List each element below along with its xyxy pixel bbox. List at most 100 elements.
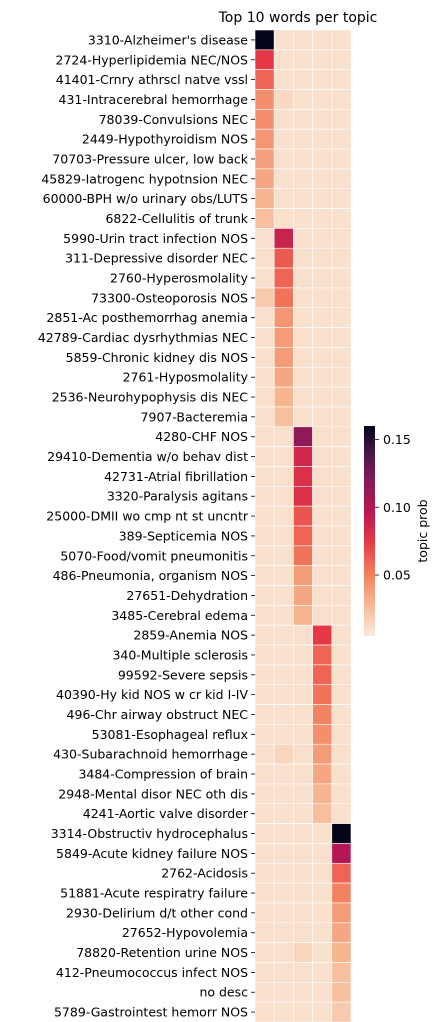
heatmap-cell <box>293 109 313 130</box>
chart-title: Top 10 words per topic <box>218 10 378 26</box>
heatmap-cell <box>254 704 275 725</box>
row-label: no desc <box>199 985 248 1000</box>
heatmap-cell <box>254 982 275 1003</box>
heatmap-cell <box>273 743 294 765</box>
row-label: 4280-CHF NOS <box>155 429 248 444</box>
heatmap-cell <box>273 942 294 963</box>
heatmap-cell <box>254 644 275 666</box>
heatmap-cell <box>273 89 294 110</box>
heatmap-cell <box>293 942 313 963</box>
heatmap-cell <box>312 525 333 547</box>
heatmap-cell <box>331 763 352 785</box>
heatmap-cell <box>312 644 333 666</box>
row-label: 3310-Alzheimer's disease <box>88 32 248 47</box>
row-label: 2859-Anemia NOS <box>133 628 248 643</box>
heatmap-cell <box>293 89 313 110</box>
heatmap-cell <box>273 505 294 527</box>
row-label: 496-Chr airway obstruct NEC <box>67 707 249 722</box>
heatmap-cell <box>273 783 294 805</box>
heatmap-cell <box>331 247 352 269</box>
heatmap-cell <box>273 605 294 626</box>
row-label: 25000-DMII wo cmp nt st uncntr <box>46 509 249 524</box>
row-label: 5789-Gastrointest hemorr NOS <box>54 1005 248 1020</box>
heatmap-cell <box>293 664 313 686</box>
heatmap-cell <box>312 49 333 70</box>
heatmap-cell <box>331 505 352 527</box>
heatmap-cell <box>273 486 294 507</box>
heatmap-cell <box>312 684 333 705</box>
row-label: 78820-Retention urine NOS <box>76 945 248 960</box>
heatmap-cell <box>273 446 294 467</box>
heatmap-cell <box>254 882 275 904</box>
heatmap-cell <box>312 724 333 745</box>
heatmap-cell <box>254 962 275 983</box>
heatmap-cell <box>254 803 275 824</box>
heatmap-cell <box>254 446 275 467</box>
heatmap-cell <box>331 704 352 725</box>
heatmap-cell <box>312 565 333 586</box>
heatmap-cells <box>254 29 352 1022</box>
heatmap-cell <box>312 148 333 170</box>
heatmap-cell <box>254 505 275 527</box>
heatmap-cell <box>254 267 275 289</box>
heatmap-cell <box>331 287 352 309</box>
heatmap-cell <box>273 902 294 924</box>
row-label: 3484-Compression of brain <box>78 767 248 782</box>
heatmap-cell <box>312 446 333 467</box>
heatmap-cell <box>254 664 275 686</box>
heatmap-cell <box>312 882 333 904</box>
heatmap-cell <box>293 505 313 527</box>
row-label: 99592-Severe sepsis <box>118 667 248 682</box>
heatmap-cell <box>254 208 275 229</box>
heatmap-cell <box>331 724 352 745</box>
heatmap-cell <box>273 724 294 745</box>
heatmap-cell <box>273 644 294 666</box>
heatmap-cell <box>293 267 313 289</box>
heatmap-cell <box>331 69 352 90</box>
heatmap-cell <box>293 366 313 388</box>
heatmap-cell <box>331 525 352 547</box>
colorbar-tick-label: 0.05 <box>383 568 411 583</box>
heatmap-cell <box>254 724 275 745</box>
heatmap-cell <box>254 188 275 209</box>
heatmap-cell <box>293 486 313 507</box>
heatmap-cell <box>273 545 294 566</box>
row-label: 53081-Esophageal reflux <box>92 727 248 742</box>
row-label: 3314-Obstructiv hydrocephalus <box>51 826 248 841</box>
row-label: 412-Pneumococcus infect NOS <box>56 965 248 980</box>
heatmap-cell <box>293 347 313 368</box>
heatmap-cell <box>254 49 275 70</box>
heatmap-cell <box>312 962 333 983</box>
heatmap-cell <box>254 128 275 150</box>
heatmap-cell <box>293 228 313 249</box>
heatmap-cell <box>293 168 313 190</box>
heatmap-cell <box>331 545 352 566</box>
heatmap-cell <box>293 823 313 844</box>
heatmap-cell <box>293 287 313 309</box>
heatmap-cell <box>293 803 313 824</box>
heatmap-cell <box>312 466 333 487</box>
heatmap-cell <box>254 327 275 348</box>
row-label: 51881-Acute respiratry failure <box>60 886 248 901</box>
row-label: 2536-Neurohypophysis dis NEC <box>52 390 249 405</box>
heatmap-cell <box>273 49 294 70</box>
colorbar-gradient <box>364 426 375 636</box>
heatmap-cell <box>273 922 294 943</box>
heatmap-cell <box>293 426 313 447</box>
heatmap-cell <box>331 466 352 487</box>
heatmap-cell <box>273 585 294 606</box>
heatmap-cell <box>312 128 333 150</box>
heatmap-cell <box>312 69 333 90</box>
heatmap-cell <box>293 307 313 328</box>
heatmap-cell <box>293 585 313 606</box>
heatmap-cell <box>273 366 294 388</box>
heatmap-cell <box>331 148 352 170</box>
row-label: 78039-Convulsions NEC <box>99 112 249 127</box>
heatmap-cell <box>331 962 352 983</box>
heatmap-cell <box>273 882 294 904</box>
heatmap-cell <box>331 426 352 447</box>
heatmap-cell <box>312 1001 333 1022</box>
row-label: 73300-Osteoporosis NOS <box>91 290 248 305</box>
heatmap-cell <box>312 783 333 805</box>
row-label: 5849-Acute kidney failure NOS <box>56 846 248 861</box>
